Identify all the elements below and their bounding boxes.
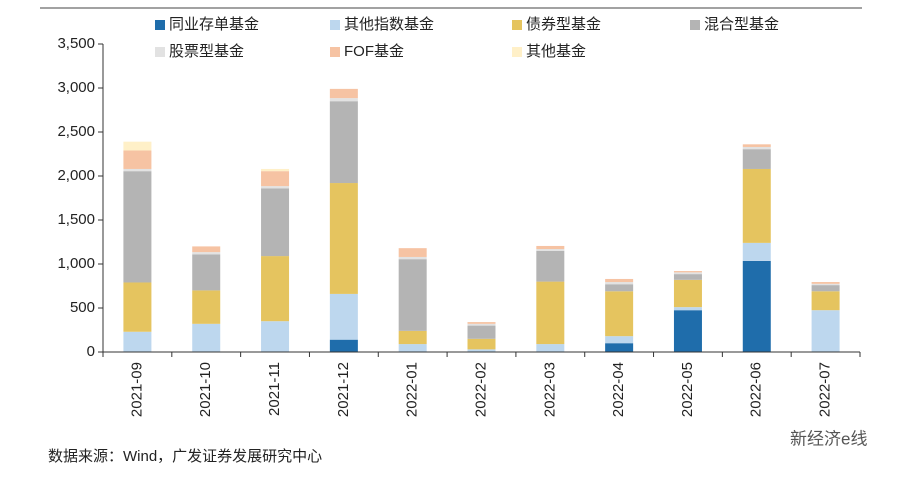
bar-segment [605, 282, 634, 285]
bar-segment [536, 344, 565, 352]
bar-segment [605, 278, 634, 283]
legend-label: 同业存单基金 [169, 16, 259, 33]
legend-label: 其他基金 [526, 43, 586, 60]
bar-segment [467, 325, 496, 339]
y-tick-label: 500 [70, 299, 95, 316]
y-tick-label: 2,000 [57, 167, 95, 184]
bar-segment [536, 249, 565, 251]
bar-segment [673, 271, 702, 273]
bar-segment [742, 146, 771, 150]
bar-segment [261, 168, 290, 172]
bar-segment [742, 242, 771, 261]
bar-segment [329, 101, 358, 184]
x-tick-label: 2021-12 [335, 362, 352, 417]
x-tick-label: 2021-10 [197, 362, 214, 417]
bar-segment [673, 310, 702, 352]
bar-segment [261, 188, 290, 257]
legend-swatch [690, 20, 700, 30]
bar-segment [192, 246, 221, 253]
bar-segment [673, 272, 702, 275]
legend-swatch [512, 47, 522, 57]
legend-swatch [330, 20, 340, 30]
y-tick-label: 3,000 [57, 79, 95, 96]
legend-label: FOF基金 [344, 43, 404, 60]
y-tick-label: 1,500 [57, 211, 95, 228]
source-note: 数据来源：Wind，广发证券发展研究中心 [48, 448, 322, 465]
bar-segment [123, 282, 152, 332]
legend-label: 股票型基金 [169, 43, 244, 60]
bar-segment [329, 293, 358, 340]
watermark: 新经济e线 [790, 429, 867, 448]
bar-segment [673, 279, 702, 308]
legend-swatch [330, 47, 340, 57]
y-tick-label: 2,500 [57, 123, 95, 140]
legend-swatch [155, 47, 165, 57]
bar-segment [329, 183, 358, 294]
bar-segment [123, 150, 152, 169]
bar-segment [398, 248, 427, 257]
legend-label: 债券型基金 [526, 16, 601, 33]
bar-segment [261, 256, 290, 322]
bar-segment [123, 168, 152, 172]
x-tick-label: 2021-11 [266, 362, 283, 416]
x-tick-label: 2022-04 [610, 362, 627, 417]
bar-segment [398, 259, 427, 331]
bar-segment [605, 291, 634, 337]
y-tick-label: 3,500 [57, 35, 95, 52]
bar-segment [811, 283, 840, 286]
bar-segment [398, 344, 427, 352]
bar-segment [811, 291, 840, 311]
bar-segment [192, 254, 221, 291]
bar-segment [192, 323, 221, 352]
bar-segment [329, 339, 358, 352]
bar-segment [536, 281, 565, 345]
bar-segment [605, 336, 634, 344]
bar-segment [742, 149, 771, 169]
x-tick-label: 2021-09 [128, 362, 145, 417]
bar-segment [467, 322, 496, 324]
y-tick-label: 0 [87, 343, 95, 360]
bar-segment [192, 290, 221, 324]
x-tick-label: 2022-06 [748, 362, 765, 417]
x-tick-label: 2022-01 [404, 362, 421, 417]
bar-segment [536, 250, 565, 282]
bar-segment [123, 141, 152, 151]
bar-segment [605, 284, 634, 292]
bar-segment [261, 321, 290, 352]
bar-segment [811, 310, 840, 352]
bar-segment [536, 245, 565, 250]
bar-segment [467, 338, 496, 350]
bar-segment [811, 285, 840, 292]
x-tick-label: 2022-05 [679, 362, 696, 417]
bar-segment [673, 307, 702, 311]
bar-segment [329, 88, 358, 99]
bar-segment [742, 168, 771, 243]
bar-segment [261, 186, 290, 189]
bar-segment [605, 343, 634, 352]
bar-segment [398, 330, 427, 345]
y-tick-label: 1,000 [57, 255, 95, 272]
legend-swatch [155, 20, 165, 30]
bar-segment [398, 256, 427, 260]
legend-label: 其他指数基金 [344, 16, 434, 33]
bar-segment [261, 171, 290, 187]
legend-swatch [512, 20, 522, 30]
bar-segment [123, 331, 152, 352]
bar-segment [673, 274, 702, 280]
bar-segment [467, 349, 496, 352]
bar-segment [123, 171, 152, 283]
x-tick-label: 2022-02 [472, 362, 489, 417]
bar-segment [329, 98, 358, 102]
x-tick-label: 2022-03 [541, 362, 558, 417]
bar-segment [192, 252, 221, 255]
bar-segment [467, 323, 496, 326]
legend-label: 混合型基金 [704, 16, 779, 33]
x-tick-label: 2022-07 [817, 362, 834, 417]
bar-segment [742, 260, 771, 352]
bar-segment [811, 282, 840, 284]
bar-segment [742, 144, 771, 147]
